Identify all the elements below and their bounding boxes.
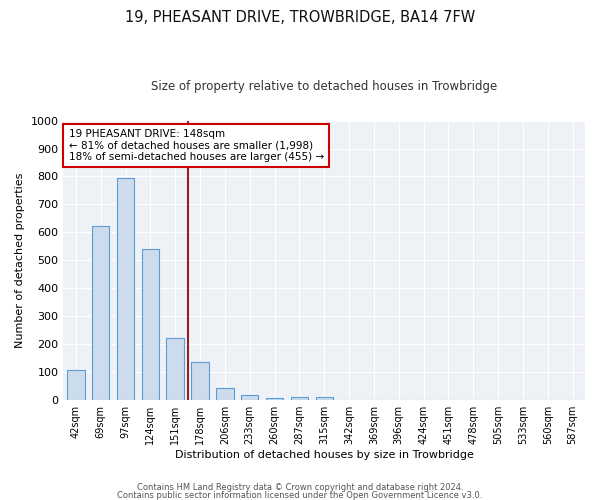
Bar [216, 388, 233, 400]
X-axis label: Distribution of detached houses by size in Trowbridge: Distribution of detached houses by size … [175, 450, 473, 460]
Y-axis label: Number of detached properties: Number of detached properties [15, 172, 25, 348]
Bar [241, 396, 259, 400]
Bar [266, 398, 283, 400]
Bar [92, 226, 109, 400]
Bar [316, 398, 333, 400]
Title: Size of property relative to detached houses in Trowbridge: Size of property relative to detached ho… [151, 80, 497, 93]
Bar [67, 370, 85, 400]
Bar [191, 362, 209, 400]
Bar [117, 178, 134, 400]
Text: Contains HM Land Registry data © Crown copyright and database right 2024.: Contains HM Land Registry data © Crown c… [137, 484, 463, 492]
Text: 19, PHEASANT DRIVE, TROWBRIDGE, BA14 7FW: 19, PHEASANT DRIVE, TROWBRIDGE, BA14 7FW [125, 10, 475, 25]
Text: Contains public sector information licensed under the Open Government Licence v3: Contains public sector information licen… [118, 490, 482, 500]
Bar [166, 338, 184, 400]
Bar [142, 249, 159, 400]
Bar [290, 398, 308, 400]
Text: 19 PHEASANT DRIVE: 148sqm
← 81% of detached houses are smaller (1,998)
18% of se: 19 PHEASANT DRIVE: 148sqm ← 81% of detac… [68, 129, 324, 162]
